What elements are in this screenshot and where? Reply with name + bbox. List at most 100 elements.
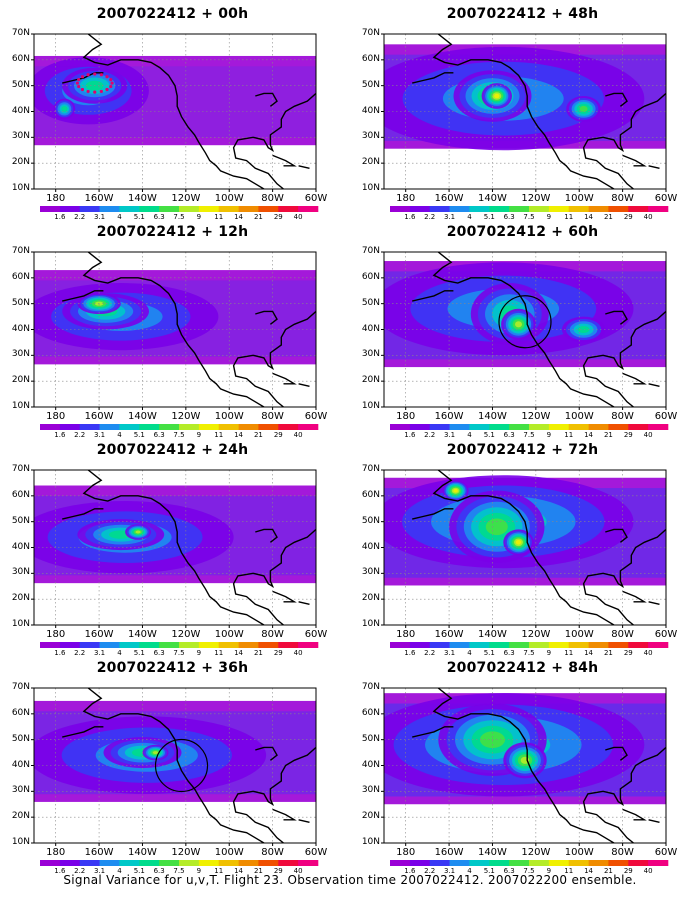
map-plot xyxy=(381,33,669,212)
colorbar-label: 29 xyxy=(623,649,633,657)
colorbar-swatch xyxy=(568,424,589,430)
colorbar-label: 3.1 xyxy=(93,213,106,221)
lon-tick-label: 100W xyxy=(564,847,594,858)
colorbar-label: 7.5 xyxy=(173,867,185,875)
colorbar-label: 9 xyxy=(196,867,202,875)
lat-tick-label: 40N xyxy=(11,759,30,770)
map-panel: 2007022412 + 84h 70N 60N 50N 40N 30N 20N 10N 180… xyxy=(350,654,695,875)
colorbar-label: 9 xyxy=(546,867,552,875)
lat-tick-label: 60N xyxy=(361,271,380,282)
lat-tick-label: 10N xyxy=(11,837,30,847)
colorbar-label: 5.1 xyxy=(133,649,145,657)
colorbar xyxy=(390,206,669,212)
lat-tick-label: 70N xyxy=(361,246,380,256)
colorbar-label: 6.3 xyxy=(503,431,515,439)
colorbar-swatch xyxy=(119,642,140,648)
colorbar-label: 9 xyxy=(546,649,552,657)
map-panel: 2007022412 + 48h 70N 60N 50N 40N 30N 20N 10N 180… xyxy=(350,0,695,221)
colorbar-label: 2.2 xyxy=(424,431,436,439)
lon-tick-label: 60W xyxy=(304,629,328,640)
lon-tick-label: 180 xyxy=(396,193,416,204)
lon-tick-label: 160W xyxy=(84,193,114,204)
lon-tick-label: 100W xyxy=(214,193,244,204)
lat-tick-label: 70N xyxy=(361,28,380,38)
colorbar-swatch xyxy=(298,642,319,648)
colorbar-label: 5.1 xyxy=(133,431,145,439)
colorbar-swatch xyxy=(568,642,589,648)
colorbar-label: 1.6 xyxy=(404,431,416,439)
colorbar-swatch xyxy=(59,206,81,212)
colorbar-label: 1.6 xyxy=(404,213,416,221)
variance-contour xyxy=(515,540,522,545)
colorbar-label: 2.2 xyxy=(74,867,86,875)
lat-tick-label: 10N xyxy=(11,401,30,411)
colorbar-label: 11 xyxy=(214,867,224,875)
variance-field xyxy=(384,693,666,805)
colorbar-swatch xyxy=(489,424,510,430)
colorbar-swatch xyxy=(159,424,180,430)
colorbar-swatch xyxy=(119,424,140,430)
map-plot xyxy=(31,251,319,430)
colorbar-label: 5.1 xyxy=(483,649,495,657)
lat-tick-label: 40N xyxy=(361,105,380,116)
variance-field xyxy=(34,485,316,584)
colorbar-swatch xyxy=(59,642,81,648)
colorbar-swatch xyxy=(198,206,220,212)
colorbar-label: 7.5 xyxy=(523,431,535,439)
colorbar-swatch xyxy=(509,206,530,212)
colorbar-swatch xyxy=(608,424,629,430)
colorbar-swatch xyxy=(489,642,510,648)
colorbar-label: 21 xyxy=(253,867,263,875)
lat-tick-label: 30N xyxy=(11,349,30,360)
map-plot xyxy=(31,33,319,212)
colorbar-swatch xyxy=(198,642,220,648)
colorbar-label: 5.1 xyxy=(483,213,495,221)
lat-tick-label: 50N xyxy=(361,79,380,90)
lat-tick-label: 50N xyxy=(11,79,30,90)
colorbar-swatch xyxy=(469,206,490,212)
colorbar xyxy=(390,860,669,866)
colorbar-swatch xyxy=(79,860,100,866)
colorbar-swatch xyxy=(298,424,319,430)
colorbar-label: 40 xyxy=(293,431,303,439)
colorbar-swatch xyxy=(509,860,530,866)
colorbar-label: 21 xyxy=(253,431,263,439)
colorbar-label: 11 xyxy=(214,649,224,657)
colorbar-swatch xyxy=(648,206,669,212)
lon-tick-label: 180 xyxy=(396,629,416,640)
verification-region-circle xyxy=(498,295,552,349)
colorbar-swatch xyxy=(548,642,570,648)
colorbar-swatch xyxy=(390,424,411,430)
colorbar-label: 2.2 xyxy=(74,649,86,657)
verification-region-circle xyxy=(154,738,209,793)
lon-tick-label: 140W xyxy=(477,629,507,640)
lon-tick-label: 140W xyxy=(477,411,507,422)
colorbar-label: 4 xyxy=(467,431,472,439)
lat-tick-label: 50N xyxy=(11,515,30,526)
colorbar-swatch xyxy=(529,206,550,212)
colorbar-label: 4 xyxy=(467,213,472,221)
lat-tick-label: 30N xyxy=(361,567,380,578)
colorbar-label: 11 xyxy=(564,867,574,875)
colorbar-swatch xyxy=(429,860,450,866)
lon-tick-label: 180 xyxy=(396,847,416,858)
colorbar xyxy=(40,424,319,430)
panel-title: 2007022412 + 60h xyxy=(446,224,599,240)
lat-tick-label: 70N xyxy=(361,464,380,474)
map-panel: 2007022412 + 60h 70N 60N 50N 40N 30N 20N 10N 180… xyxy=(350,218,695,439)
colorbar-label: 14 xyxy=(584,431,594,439)
lon-tick-label: 60W xyxy=(304,411,328,422)
lon-tick-label: 160W xyxy=(434,629,464,640)
colorbar-label: 1.6 xyxy=(54,213,66,221)
colorbar-label: 14 xyxy=(234,649,244,657)
colorbar-swatch xyxy=(79,642,100,648)
colorbar-label: 3.1 xyxy=(443,649,456,657)
lat-tick-label: 70N xyxy=(11,28,30,38)
colorbar-swatch xyxy=(238,206,259,212)
lat-tick-label: 20N xyxy=(361,593,380,604)
lat-tick-label: 20N xyxy=(361,375,380,386)
variance-contour xyxy=(515,321,522,328)
lat-tick-label: 30N xyxy=(361,131,380,142)
colorbar-swatch xyxy=(119,860,140,866)
panel-title: 2007022412 + 00h xyxy=(96,6,249,22)
